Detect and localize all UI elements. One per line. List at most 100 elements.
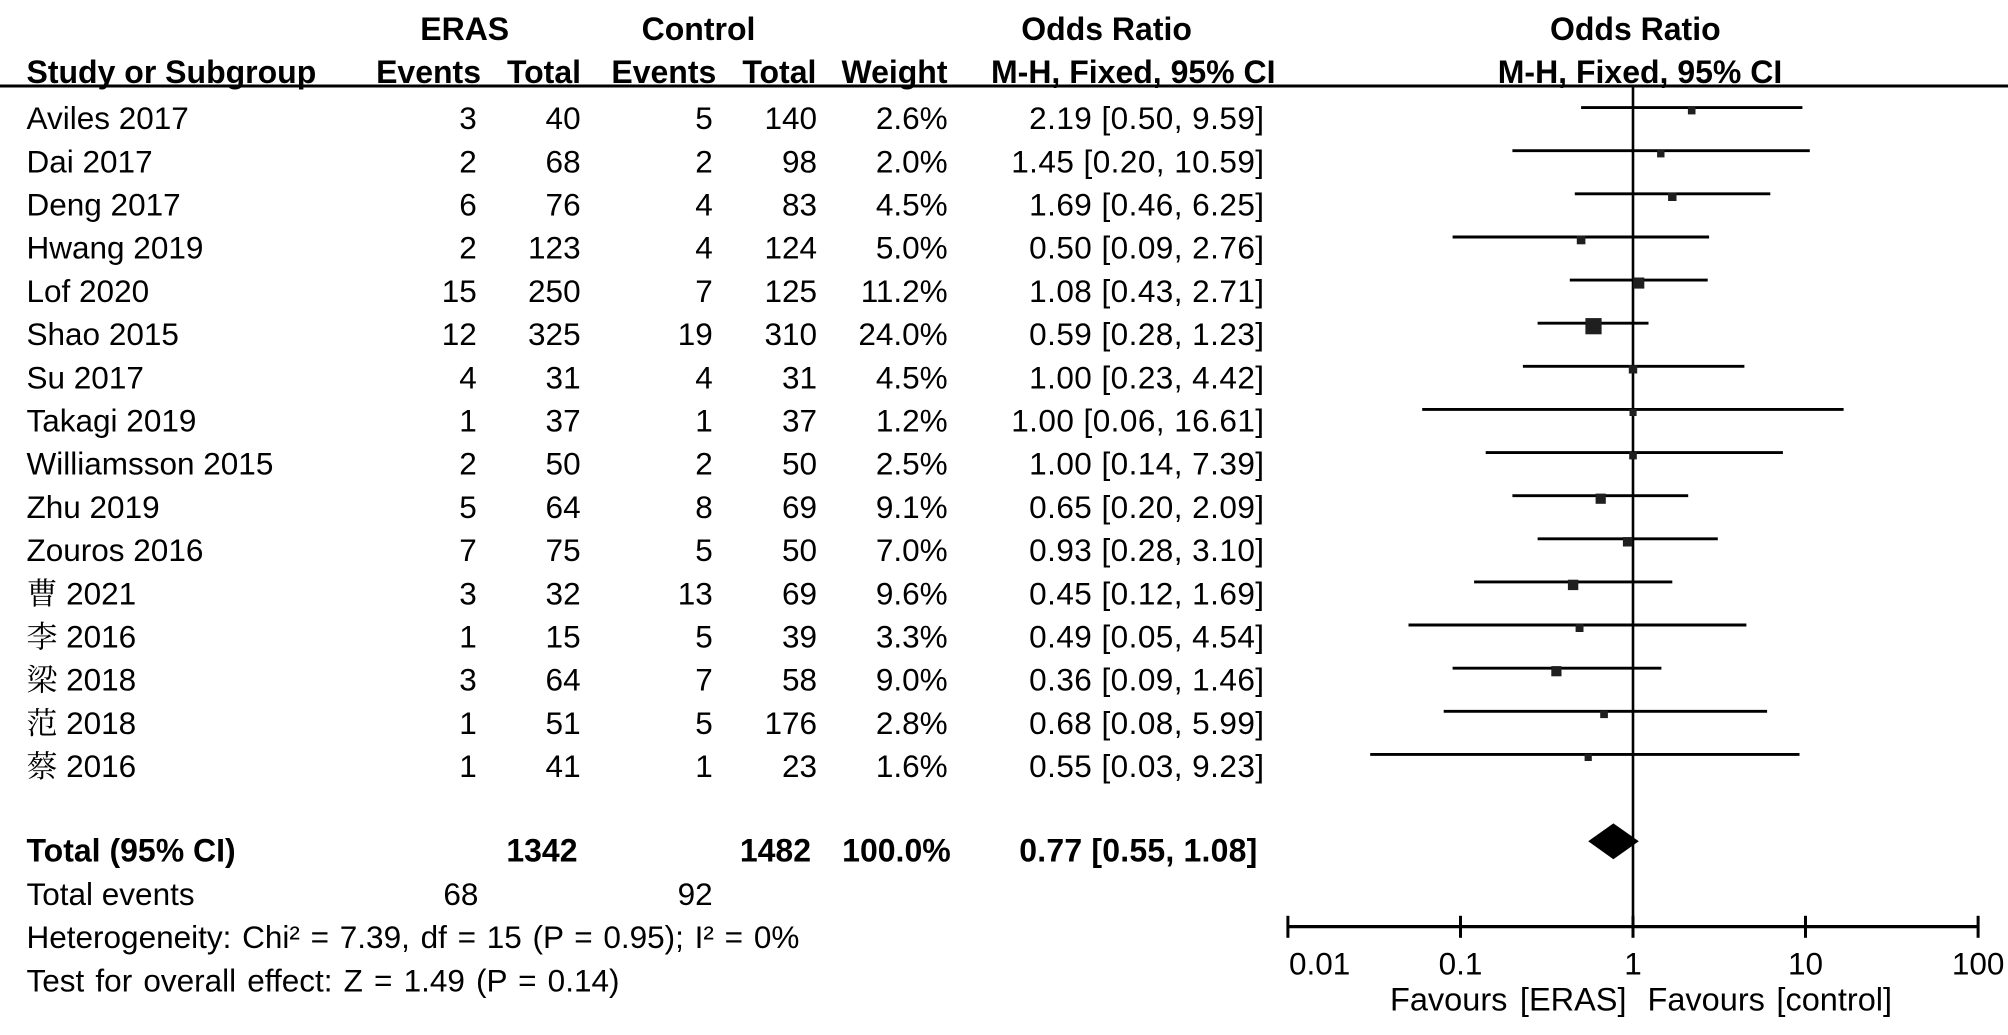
svg-text:1.08 [0.43, 2.71]: 1.08 [0.43, 2.71] — [1029, 273, 1264, 309]
svg-text:100: 100 — [1952, 945, 2005, 981]
svg-text:5: 5 — [695, 100, 713, 136]
svg-text:23: 23 — [782, 748, 817, 784]
svg-text:Lof 2020: Lof 2020 — [27, 273, 150, 309]
svg-text:2016: 2016 — [66, 619, 136, 655]
svg-text:2: 2 — [695, 446, 713, 482]
svg-text:15: 15 — [546, 619, 581, 655]
svg-text:Hwang 2019: Hwang 2019 — [27, 230, 204, 266]
svg-text:15: 15 — [442, 273, 477, 309]
svg-text:37: 37 — [782, 403, 817, 439]
svg-text:0.77 [0.55, 1.08]: 0.77 [0.55, 1.08] — [1019, 833, 1257, 869]
svg-text:1: 1 — [1624, 945, 1642, 981]
svg-text:83: 83 — [782, 187, 817, 223]
svg-text:Zouros 2016: Zouros 2016 — [27, 532, 204, 568]
svg-text:1.00 [0.14, 7.39]: 1.00 [0.14, 7.39] — [1029, 446, 1264, 482]
svg-text:M-H, Fixed, 95% CI: M-H, Fixed, 95% CI — [991, 54, 1276, 90]
svg-text:2.5%: 2.5% — [876, 446, 948, 482]
svg-text:0.59 [0.28, 1.23]: 0.59 [0.28, 1.23] — [1029, 316, 1264, 352]
svg-text:51: 51 — [546, 705, 581, 741]
svg-text:123: 123 — [528, 230, 581, 266]
svg-text:31: 31 — [782, 359, 817, 395]
svg-text:5: 5 — [695, 705, 713, 741]
svg-text:37: 37 — [546, 403, 581, 439]
svg-text:7: 7 — [459, 532, 477, 568]
svg-text:3.3%: 3.3% — [876, 619, 948, 655]
svg-text:0.68 [0.08, 5.99]: 0.68 [0.08, 5.99] — [1029, 705, 1264, 741]
svg-text:0.1: 0.1 — [1439, 945, 1483, 981]
svg-text:176: 176 — [764, 705, 817, 741]
svg-text:50: 50 — [782, 446, 817, 482]
svg-text:2: 2 — [459, 143, 477, 179]
svg-text:0.45 [0.12, 1.69]: 0.45 [0.12, 1.69] — [1029, 575, 1264, 611]
svg-text:3: 3 — [459, 662, 477, 698]
svg-text:Dai 2017: Dai 2017 — [27, 143, 153, 179]
svg-text:1482: 1482 — [740, 833, 811, 869]
svg-text:M-H, Fixed, 95% CI: M-H, Fixed, 95% CI — [1498, 54, 1783, 90]
svg-text:Aviles 2017: Aviles 2017 — [27, 100, 189, 136]
svg-text:100.0%: 100.0% — [842, 833, 951, 869]
svg-text:Control: Control — [642, 11, 756, 47]
svg-text:13: 13 — [678, 575, 713, 611]
svg-text:1.6%: 1.6% — [876, 748, 948, 784]
svg-text:58: 58 — [782, 662, 817, 698]
svg-text:2: 2 — [459, 230, 477, 266]
svg-text:4: 4 — [459, 359, 477, 395]
svg-text:9.6%: 9.6% — [876, 575, 948, 611]
svg-text:2: 2 — [695, 143, 713, 179]
svg-text:310: 310 — [764, 316, 817, 352]
svg-text:1.00 [0.06, 16.61]: 1.00 [0.06, 16.61] — [1011, 403, 1264, 439]
svg-text:Zhu 2019: Zhu 2019 — [27, 489, 160, 525]
svg-text:0.01: 0.01 — [1289, 945, 1350, 981]
svg-text:124: 124 — [764, 230, 817, 266]
svg-text:92: 92 — [678, 876, 713, 912]
svg-text:2021: 2021 — [66, 575, 136, 611]
svg-text:5: 5 — [695, 619, 713, 655]
svg-text:Shao 2015: Shao 2015 — [27, 316, 179, 352]
svg-text:1: 1 — [459, 619, 477, 655]
svg-text:Odds Ratio: Odds Ratio — [1550, 11, 1721, 47]
svg-text:6: 6 — [459, 187, 477, 223]
svg-text:Total (95% CI): Total (95% CI) — [27, 833, 236, 869]
svg-text:1: 1 — [459, 705, 477, 741]
svg-text:4: 4 — [695, 230, 713, 266]
svg-text:Study or Subgroup: Study or Subgroup — [27, 54, 317, 90]
svg-text:75: 75 — [546, 532, 581, 568]
svg-text:325: 325 — [528, 316, 581, 352]
svg-text:2.6%: 2.6% — [876, 100, 948, 136]
svg-text:2018: 2018 — [66, 705, 136, 741]
svg-text:4.5%: 4.5% — [876, 359, 948, 395]
svg-text:1: 1 — [459, 403, 477, 439]
svg-text:39: 39 — [782, 619, 817, 655]
svg-text:9.0%: 9.0% — [876, 662, 948, 698]
svg-text:1.00 [0.23, 4.42]: 1.00 [0.23, 4.42] — [1029, 359, 1264, 395]
svg-text:68: 68 — [546, 143, 581, 179]
svg-text:Total: Total — [507, 54, 581, 90]
svg-text:2: 2 — [459, 446, 477, 482]
svg-text:7: 7 — [695, 273, 713, 309]
svg-text:1.2%: 1.2% — [876, 403, 948, 439]
svg-text:0.49 [0.05, 4.54]: 0.49 [0.05, 4.54] — [1029, 619, 1264, 655]
svg-text:1: 1 — [695, 748, 713, 784]
svg-text:ERAS: ERAS — [420, 11, 509, 47]
svg-text:4.5%: 4.5% — [876, 187, 948, 223]
svg-text:50: 50 — [782, 532, 817, 568]
svg-text:31: 31 — [546, 359, 581, 395]
svg-text:64: 64 — [546, 662, 581, 698]
svg-text:64: 64 — [546, 489, 581, 525]
svg-text:1: 1 — [695, 403, 713, 439]
svg-text:2.8%: 2.8% — [876, 705, 948, 741]
svg-text:140: 140 — [764, 100, 817, 136]
svg-text:0.36 [0.09, 1.46]: 0.36 [0.09, 1.46] — [1029, 662, 1264, 698]
svg-text:69: 69 — [782, 575, 817, 611]
svg-text:Weight: Weight — [841, 54, 947, 90]
svg-text:Favours [ERAS]: Favours [ERAS] — [1390, 982, 1627, 1018]
svg-text:2016: 2016 — [66, 748, 136, 784]
svg-text:5.0%: 5.0% — [876, 230, 948, 266]
svg-text:0.93 [0.28, 3.10]: 0.93 [0.28, 3.10] — [1029, 532, 1264, 568]
svg-text:41: 41 — [546, 748, 581, 784]
svg-text:7: 7 — [695, 662, 713, 698]
svg-text:Williamsson 2015: Williamsson 2015 — [27, 446, 274, 482]
svg-text:5: 5 — [695, 532, 713, 568]
svg-text:2.0%: 2.0% — [876, 143, 948, 179]
svg-text:4: 4 — [695, 359, 713, 395]
